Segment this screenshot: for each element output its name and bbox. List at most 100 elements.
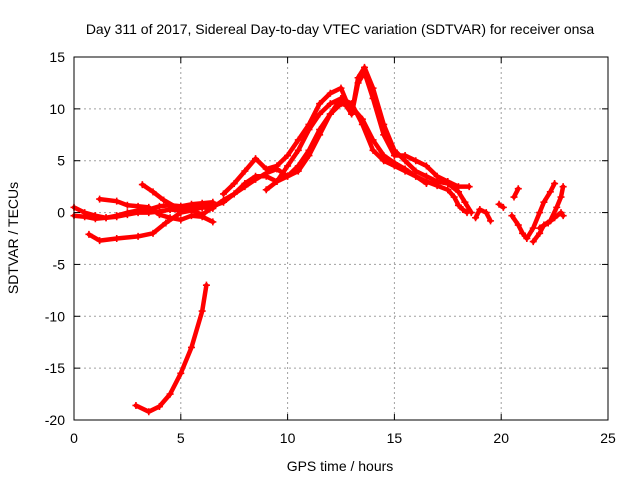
data-point <box>316 110 324 118</box>
data-point <box>465 183 473 191</box>
data-point <box>444 186 452 194</box>
series-track-7 <box>262 63 475 217</box>
data-point <box>536 224 544 232</box>
data-point <box>529 238 537 246</box>
y-tick-label: 5 <box>57 153 65 169</box>
data-point <box>519 229 527 237</box>
data-point <box>461 198 469 206</box>
data-point <box>390 162 398 170</box>
data-point <box>514 185 522 193</box>
data-point <box>487 217 495 225</box>
data-point <box>369 84 377 92</box>
data-point <box>166 390 174 398</box>
data-point <box>220 190 228 198</box>
axis-ticks: 0 5 10 15 20 25 -20 -15 -10 -5 0 5 10 15 <box>45 49 616 446</box>
data-point <box>380 157 388 165</box>
grid <box>74 57 608 420</box>
data-point <box>422 162 430 170</box>
data-point <box>422 177 430 185</box>
data-point <box>230 190 238 198</box>
data-point <box>273 162 281 170</box>
y-axis-label: SDTVAR / TECUs <box>5 182 21 294</box>
data-point <box>102 214 110 222</box>
data-point <box>326 110 334 118</box>
data-point <box>294 162 302 170</box>
series-line <box>263 65 474 215</box>
data-point <box>187 206 195 214</box>
data-point <box>81 213 89 221</box>
data-point <box>134 209 142 217</box>
y-tick-label: -15 <box>45 360 65 376</box>
data-point <box>177 369 185 377</box>
data-point <box>145 408 153 416</box>
data-point <box>123 201 131 209</box>
x-tick-label: 20 <box>493 430 509 446</box>
data-point <box>123 211 131 219</box>
plot-frame <box>73 56 609 421</box>
data-point <box>198 307 206 315</box>
data-point <box>337 94 345 102</box>
y-tick-label: -5 <box>53 256 66 272</box>
data-point <box>113 235 121 242</box>
data-point <box>557 193 565 201</box>
data-point <box>472 214 480 222</box>
x-tick-label: 5 <box>177 430 185 446</box>
data-point <box>166 205 174 213</box>
y-tick-label: -20 <box>45 412 65 428</box>
data-point <box>412 157 420 165</box>
data-point <box>380 120 388 128</box>
data-point <box>536 209 544 217</box>
data-point <box>354 74 362 82</box>
data-point <box>495 200 503 208</box>
data-point <box>96 237 104 245</box>
data-point <box>305 126 313 134</box>
data-point <box>450 193 458 201</box>
data-point <box>91 215 99 223</box>
data-point <box>284 172 292 180</box>
data-point <box>132 401 140 409</box>
data-point <box>559 212 567 220</box>
data-point <box>482 209 490 217</box>
data-point <box>390 146 398 154</box>
data-point <box>177 216 185 224</box>
data-point <box>348 110 356 118</box>
data-point <box>540 198 548 206</box>
x-axis-label: GPS time / hours <box>287 458 394 474</box>
data-point <box>173 203 181 211</box>
data-point <box>273 177 281 185</box>
data-point <box>454 201 462 209</box>
data-point <box>514 221 522 229</box>
series-track-5 <box>138 94 430 214</box>
data-point <box>510 193 518 201</box>
data-point <box>262 172 270 180</box>
data-point <box>284 152 292 160</box>
data-point <box>401 157 409 165</box>
x-tick-label: 10 <box>280 430 296 446</box>
data-point <box>145 203 153 211</box>
data-point <box>544 219 552 227</box>
data-point <box>499 203 507 211</box>
data-point <box>220 198 228 206</box>
data-point <box>113 197 121 205</box>
chart-title: Day 311 of 2017, Sidereal Day-to-day VTE… <box>86 21 595 37</box>
series-line <box>133 282 209 414</box>
data-point <box>559 183 567 191</box>
data-point <box>284 162 292 170</box>
data-point <box>529 224 537 232</box>
data-point <box>358 120 366 128</box>
data-point <box>401 167 409 175</box>
series-track-9 <box>472 205 495 225</box>
data-point <box>252 172 260 180</box>
data-point <box>113 213 121 221</box>
series-track-8 <box>422 177 471 217</box>
data-point <box>162 219 170 227</box>
series-line <box>86 101 429 243</box>
data-point <box>508 212 516 220</box>
data-point <box>241 180 249 188</box>
data-point <box>454 188 462 196</box>
data-point <box>138 181 146 189</box>
series-track-15 <box>132 281 210 416</box>
data-point <box>134 232 142 240</box>
data-point <box>134 202 142 210</box>
data-point <box>85 230 93 238</box>
